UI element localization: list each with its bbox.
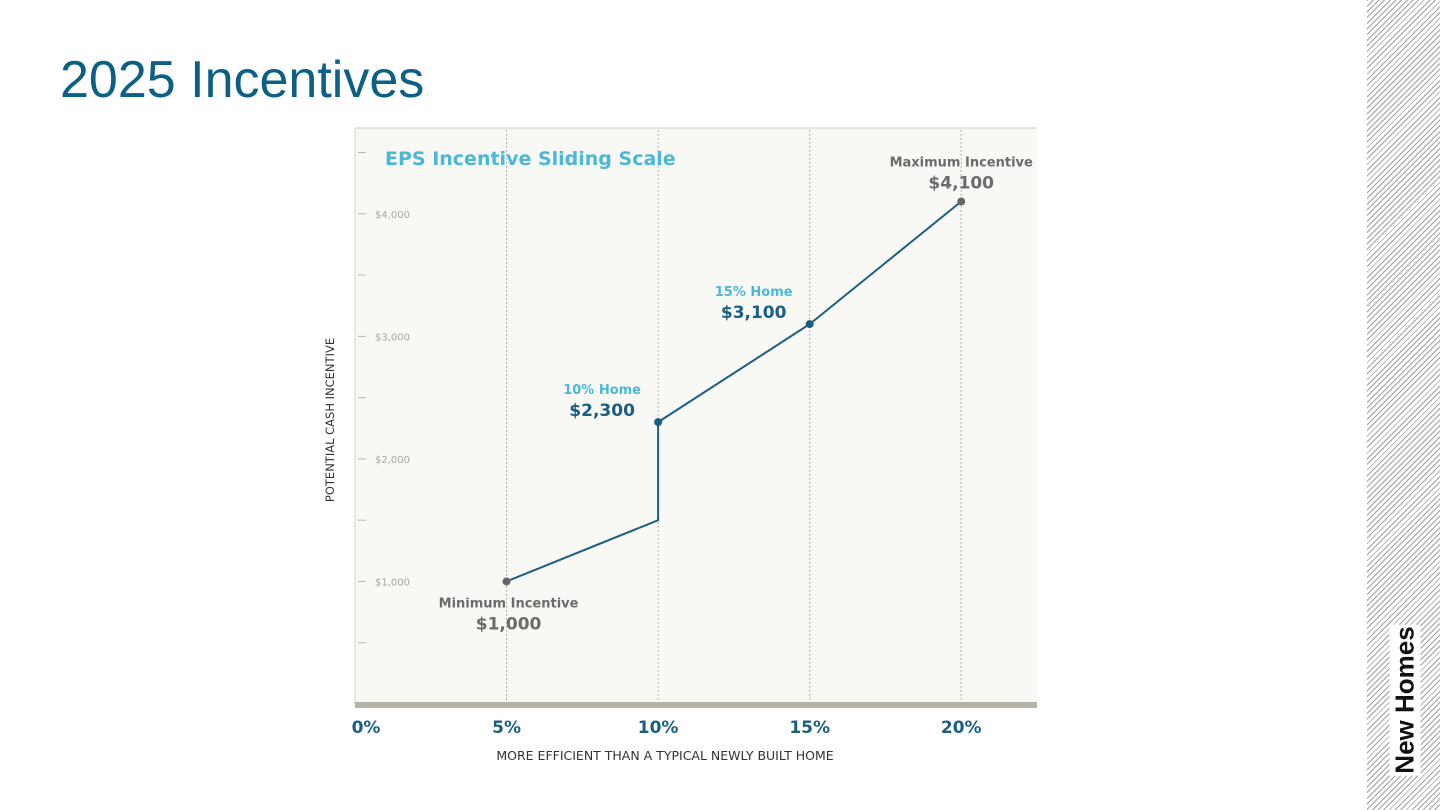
x-tick-label: 0% xyxy=(352,718,381,738)
point-annotations: Minimum Incentive $1,000 10% Home $2,300 15%… xyxy=(439,156,1033,635)
y-tick-label: $1,000 xyxy=(375,577,410,588)
y-tick-label: $2,000 xyxy=(375,455,410,466)
data-point-marker xyxy=(957,197,966,206)
x-axis-label: MORE EFFICIENT THAN A TYPICAL NEWLY BUIL… xyxy=(496,748,833,763)
eps-incentive-chart: $1,000 $2,000 $3,000 $4,000 Minimum Incenti… xyxy=(323,127,1037,763)
x-tick-label: 10% xyxy=(638,718,679,738)
data-point-marker xyxy=(805,320,814,329)
annotation-label: 15% Home xyxy=(715,285,793,300)
x-tick-label: 5% xyxy=(492,718,521,738)
data-point-marker xyxy=(502,577,511,586)
section-label: New Homes xyxy=(1389,624,1421,776)
annotation-value: $2,300 xyxy=(569,401,635,421)
x-axis-tick-labels: 0% 5% 10% 15% 20% xyxy=(352,718,982,738)
chart-title: EPS Incentive Sliding Scale xyxy=(385,148,676,170)
annotation-label: 10% Home xyxy=(563,383,641,398)
data-point-marker xyxy=(654,418,663,427)
y-tick-label: $4,000 xyxy=(375,210,410,221)
y-axis-ticks: $1,000 $2,000 $3,000 $4,000 xyxy=(358,152,410,644)
y-axis-label: POTENTIAL CASH INCENTIVE xyxy=(323,338,337,502)
x-tick-label: 20% xyxy=(941,718,982,738)
series-markers xyxy=(502,197,966,586)
annotation-label: Maximum Incentive xyxy=(890,156,1033,171)
x-axis-bar xyxy=(355,702,1037,708)
plot-background xyxy=(355,128,1037,704)
annotation-value: $3,100 xyxy=(721,303,787,323)
x-tick-label: 15% xyxy=(789,718,830,738)
annotation-label: Minimum Incentive xyxy=(439,596,579,611)
slide-title: 2025 Incentives xyxy=(60,51,425,109)
y-tick-label: $3,000 xyxy=(375,332,410,343)
annotation-value: $4,100 xyxy=(928,174,994,194)
annotation-value: $1,000 xyxy=(476,614,542,634)
